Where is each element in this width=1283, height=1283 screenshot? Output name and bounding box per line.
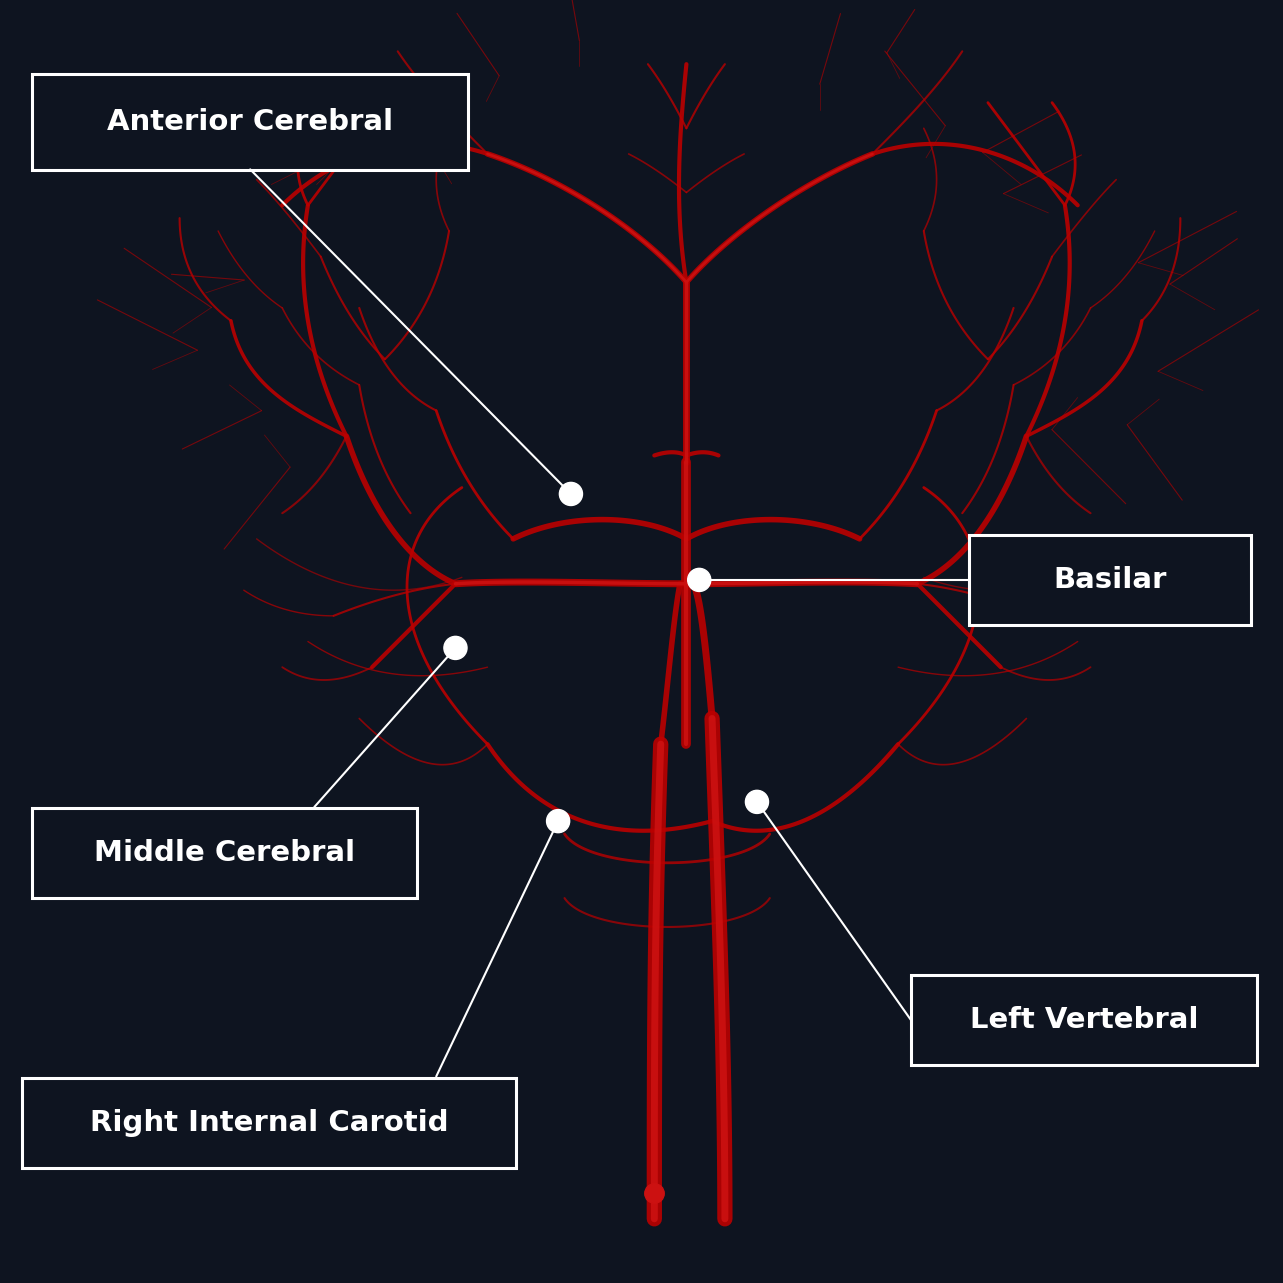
Text: Basilar: Basilar xyxy=(1053,566,1166,594)
FancyBboxPatch shape xyxy=(22,1078,516,1168)
Circle shape xyxy=(745,790,769,813)
Text: Right Internal Carotid: Right Internal Carotid xyxy=(90,1109,449,1137)
FancyBboxPatch shape xyxy=(911,975,1257,1065)
Text: Middle Cerebral: Middle Cerebral xyxy=(94,839,355,867)
FancyBboxPatch shape xyxy=(32,808,417,898)
Circle shape xyxy=(547,810,570,833)
FancyBboxPatch shape xyxy=(969,535,1251,625)
Text: Left Vertebral: Left Vertebral xyxy=(970,1006,1198,1034)
Circle shape xyxy=(688,568,711,591)
Circle shape xyxy=(444,636,467,659)
FancyBboxPatch shape xyxy=(32,73,468,169)
Circle shape xyxy=(559,482,582,506)
Text: Anterior Cerebral: Anterior Cerebral xyxy=(106,108,394,136)
